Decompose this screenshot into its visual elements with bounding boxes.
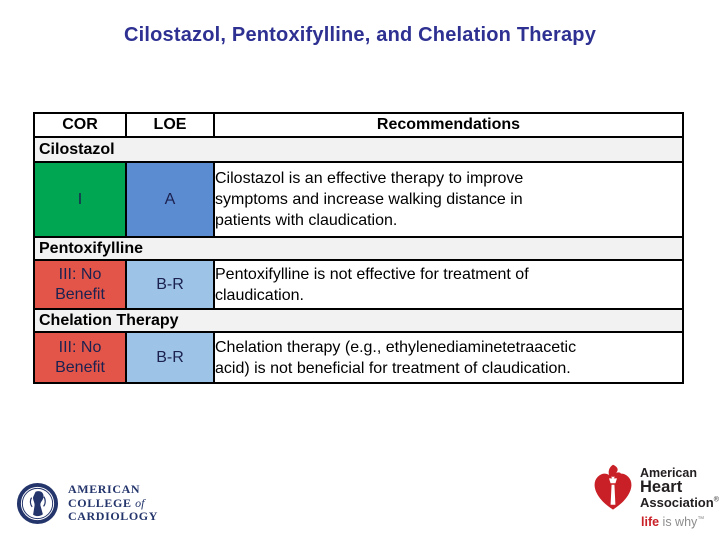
loe-column-header: LOE [125,112,215,138]
loe-value-cell: B-R [125,259,215,310]
acc-text-line3: CARDIOLOGY [68,509,159,524]
section-row-cilostazol: Cilostazol [33,136,684,163]
acc-logo: AMERICAN COLLEGE of CARDIOLOGY [16,482,158,525]
acc-seal-icon [16,482,59,525]
section-row-chelation-therapy: Chelation Therapy [33,308,684,333]
section-title: Cilostazol [33,136,684,163]
registered-mark: ® [713,496,719,504]
table-row: III: No Benefit B-R Pentoxifylline is no… [33,259,684,310]
trademark-mark: ™ [697,515,705,523]
acc-text-line2: COLLEGE of [68,495,145,510]
aha-logo-text: American Heart Association® [640,465,719,511]
table-row: I A Cilostazol is an effective therapy t… [33,161,684,238]
aha-heart-torch-icon [594,464,632,510]
acc-text-line1: AMERICAN [68,482,141,497]
aha-text-line1: American [640,465,697,480]
cor-column-header: COR [33,112,127,138]
section-row-pentoxifylline: Pentoxifylline [33,236,684,261]
recommendation-text: Cilostazol is an effective therapy to im… [213,161,684,238]
section-title: Chelation Therapy [33,308,684,333]
aha-text-line2: Heart [640,478,683,497]
table-header-row: COR LOE Recommendations [33,112,684,138]
cor-value-cell: I [33,161,127,238]
section-title: Pentoxifylline [33,236,684,261]
cor-value-cell: III: No Benefit [33,259,127,310]
aha-tagline: life is why™ [641,515,719,529]
recommendations-column-header: Recommendations [213,112,684,138]
slide-title: Cilostazol, Pentoxifylline, and Chelatio… [123,24,597,46]
tagline-rest: is why [659,515,698,529]
recommendations-table: COR LOE Recommendations Cilostazol I A C… [33,112,684,384]
tagline-life: life [641,515,660,529]
recommendation-text: Chelation therapy (e.g., ethylenediamine… [213,331,684,384]
cor-value-cell: III: No Benefit [33,331,127,384]
aha-text-line3: Association® [640,495,719,511]
aha-logo: American Heart Association® life is why™ [589,463,719,529]
loe-value-cell: B-R [125,331,215,384]
acc-text-of: of [135,495,145,510]
loe-value-cell: A [125,161,215,238]
acc-logo-text: AMERICAN COLLEGE of CARDIOLOGY [68,483,158,524]
table-row: III: No Benefit B-R Chelation therapy (e… [33,331,684,384]
recommendation-text: Pentoxifylline is not effective for trea… [213,259,684,310]
